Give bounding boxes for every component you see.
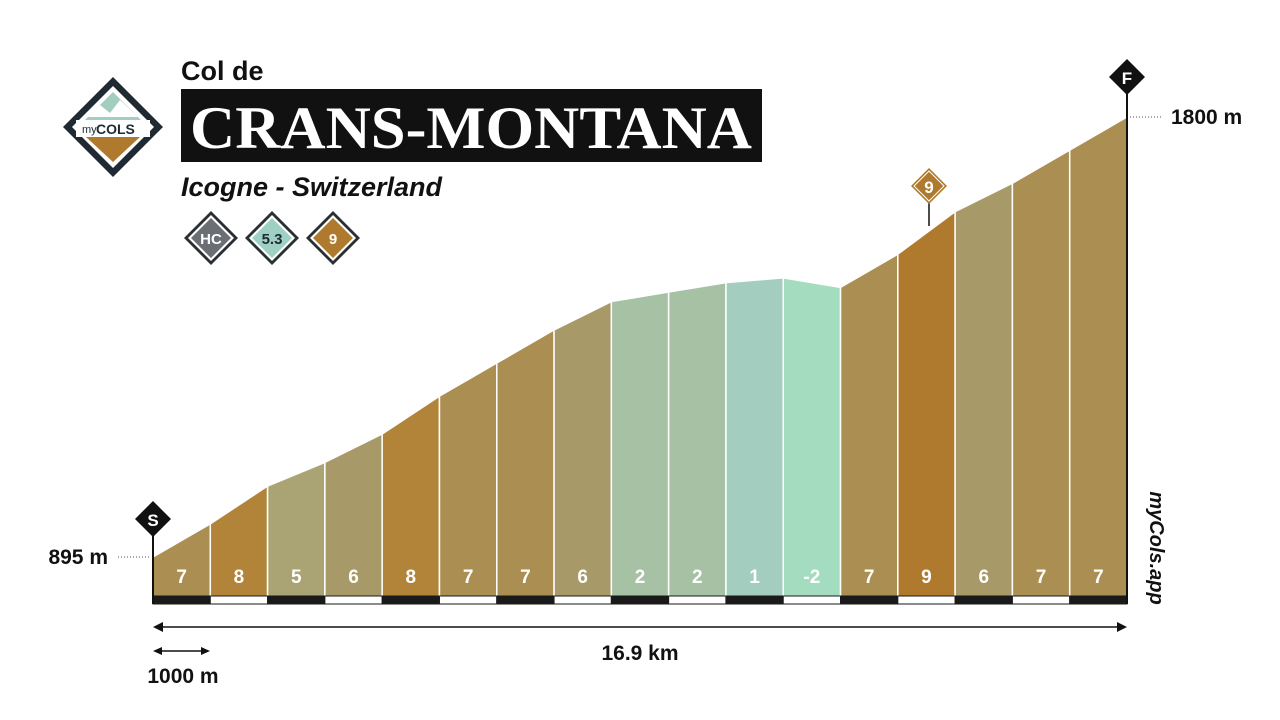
segment-gradient-label: 2: [635, 567, 646, 588]
location-text: Icogne - Switzerland: [181, 172, 442, 202]
segment-gradient-label: 7: [1036, 567, 1047, 588]
distance-scale-tick: [267, 595, 326, 605]
segment-gradient-label: 7: [463, 567, 474, 588]
distance-scale-tick: [1069, 595, 1128, 605]
segment-gradient-label: 8: [406, 567, 417, 588]
profile-segment: [152, 522, 212, 605]
distance-scale-tick: [897, 595, 956, 605]
profile-segment: [610, 291, 670, 605]
finish-marker: F: [1109, 59, 1145, 604]
mycols-logo[interactable]: my COLS: [63, 77, 163, 177]
segment-gradient-label: 2: [692, 567, 703, 588]
segment-gradient-label: 7: [176, 567, 187, 588]
scale-label: 1000 m: [147, 665, 218, 688]
max-gradient-label: 9: [924, 178, 933, 197]
profile-segment: [782, 276, 842, 605]
logo-word-cols: COLS: [96, 121, 135, 137]
profile-segment: [667, 281, 727, 605]
badge-label: 5.3: [262, 231, 283, 248]
segment-gradient-label: 9: [921, 567, 932, 588]
start-elevation-label: 895 m: [48, 546, 108, 569]
page-title: CRANS-MONTANA: [190, 95, 752, 161]
finish-elevation-label: 1800 m: [1171, 106, 1242, 129]
start-marker: S: [135, 501, 171, 604]
distance-scale-tick: [610, 595, 670, 605]
badge-label: 9: [329, 231, 337, 248]
profile-segment: [954, 182, 1014, 605]
distance-scale-tick: [1011, 595, 1071, 605]
segment-gradient-label: 5: [291, 567, 302, 588]
distance-scale-tick: [381, 595, 440, 605]
distance-scale-tick: [152, 595, 211, 605]
badge-label: HC: [200, 231, 222, 248]
segment-gradient-label: 6: [978, 567, 989, 588]
distance-scale-tick: [496, 595, 555, 605]
segment-gradient-label: 1: [749, 567, 760, 588]
total-distance-label: 16.9 km: [601, 642, 678, 665]
distance-scale-tick: [553, 595, 612, 605]
title-box: [181, 89, 762, 162]
profile-segment: [1068, 115, 1128, 605]
segment-gradient-label: 6: [348, 567, 359, 588]
brand-label: myCols.app: [1145, 491, 1167, 604]
segment-gradient-label: 7: [1093, 567, 1104, 588]
finish-marker-label: F: [1122, 69, 1132, 88]
total-distance-arrow: [153, 622, 1127, 632]
segment-gradient-label: -2: [803, 567, 820, 588]
max-gradient-marker: 9: [911, 168, 947, 226]
distance-scale-tick: [782, 595, 842, 605]
distance-scale-tick: [725, 595, 784, 605]
category-badge-icon: HC: [184, 211, 238, 265]
profile-segment: [725, 277, 784, 605]
logo-word-my: my: [82, 124, 97, 136]
distance-scale-tick: [324, 595, 383, 605]
avg-gradient-badge-icon: 5.3: [245, 211, 299, 265]
start-marker-label: S: [147, 511, 158, 530]
distance-scale-tick: [209, 595, 269, 605]
segment-gradient-label: 8: [234, 567, 245, 588]
segment-gradient-label: 6: [577, 567, 588, 588]
distance-scale-tick: [840, 595, 899, 605]
segment-gradient-label: 7: [520, 567, 531, 588]
distance-scale-tick: [438, 595, 498, 605]
distance-scale-tick: [668, 595, 727, 605]
scale-arrow: [153, 647, 210, 655]
mountain-icon: [88, 100, 138, 117]
max-gradient-badge-icon: 9: [306, 211, 360, 265]
distance-scale-tick: [954, 595, 1013, 605]
profile-segment: [553, 300, 613, 605]
profile-segment: [1011, 148, 1071, 605]
profile-segment: [897, 210, 956, 605]
segment-gradient-label: 7: [864, 567, 875, 588]
profile-segment: [839, 252, 899, 605]
col-prefix: Col de: [181, 56, 264, 86]
profile-segment: [496, 328, 555, 605]
